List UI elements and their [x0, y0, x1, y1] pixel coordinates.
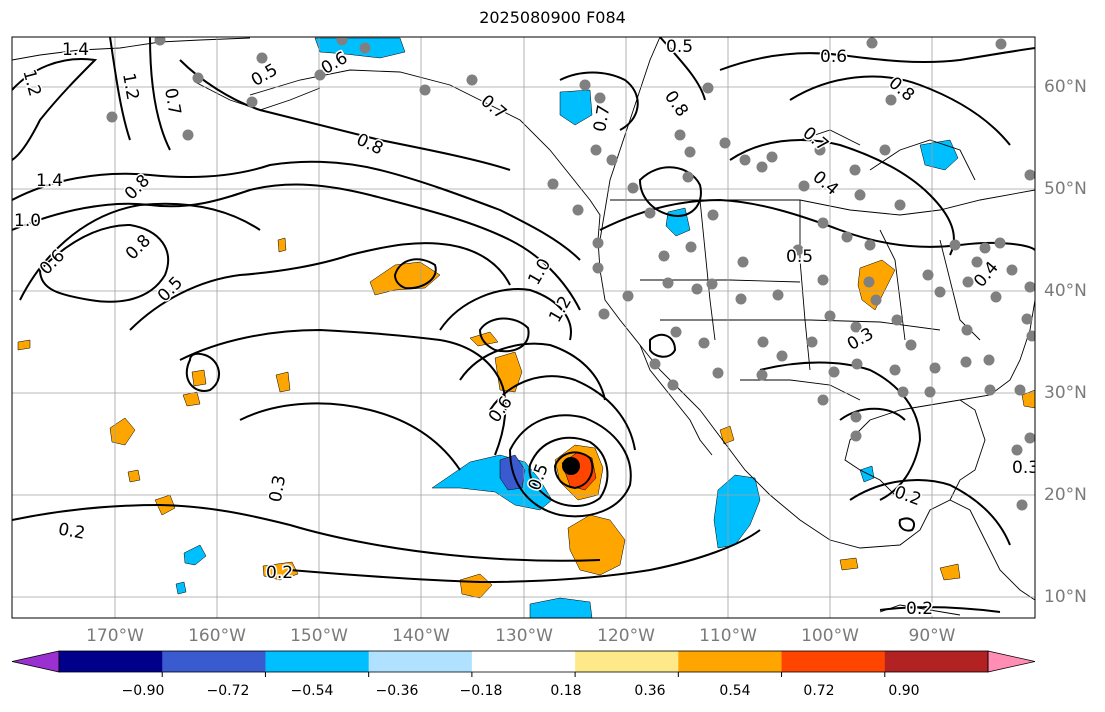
contour-label: 0.3 [1012, 458, 1039, 478]
lon-label: 110°W [699, 626, 757, 646]
colorbar-outline [58, 650, 989, 673]
contour-label: 0.2 [906, 599, 933, 619]
colorbar-tick-label: −0.36 [375, 683, 419, 699]
contour-label: 0.5 [666, 37, 693, 57]
contour-label: 0.7 [160, 86, 184, 116]
colorbar [11, 650, 1036, 677]
colorbar-tick-label: 0.54 [719, 683, 751, 699]
colorbar-segment [575, 651, 679, 672]
lon-label: 170°W [86, 626, 144, 646]
colorbar-tick-label: −0.54 [290, 683, 334, 699]
colorbar-segment [368, 651, 473, 672]
contour-label: 1.4 [62, 40, 89, 60]
contour-label: 0.2 [266, 563, 293, 583]
contour-label: 0.5 [786, 247, 813, 267]
contour-label: 0.3 [266, 474, 290, 504]
colorbar-segment [884, 651, 989, 672]
lat-label: 60°N [1044, 77, 1087, 97]
map-title: 2025080900 F084 [479, 8, 626, 27]
colorbar-tick-label: 0.90 [888, 683, 920, 699]
lat-label: 40°N [1044, 281, 1087, 301]
lon-label: 100°W [801, 626, 859, 646]
colorbar-tick-label: 0.72 [803, 683, 835, 699]
lat-label: 30°N [1044, 383, 1087, 403]
colorbar-segment [678, 651, 783, 672]
map-panel: 1.4 1.2 1.2 1.0 0.7 1.4 0.8 0.6 0.8 0.5 … [12, 37, 1039, 619]
colorbar-tick-label: −0.90 [121, 683, 165, 699]
colorbar-segment [265, 651, 370, 672]
lon-label: 150°W [290, 626, 348, 646]
colorbar-tick-label: 0.18 [550, 683, 582, 699]
colorbar-tick-label: 0.36 [634, 683, 666, 699]
colorbar-segment [162, 651, 266, 672]
colorbar-segment [781, 651, 886, 672]
lon-label: 120°W [597, 626, 655, 646]
colorbar-segment [471, 651, 576, 672]
station-markers [106, 37, 1035, 511]
graticule [12, 37, 1035, 618]
lon-label: 160°W [188, 626, 246, 646]
lat-label: 50°N [1044, 179, 1087, 199]
contour-label: 1.4 [36, 171, 63, 191]
colorbar-extend-low [11, 650, 60, 673]
map-frame [11, 36, 1036, 619]
contour-label: 0.6 [820, 47, 847, 67]
contour-label: 0.2 [57, 519, 87, 543]
colorbar-tick-label: −0.18 [459, 683, 503, 699]
colorbar-extend-high [987, 650, 1036, 673]
contour-label: 1.0 [14, 211, 41, 231]
lon-label: 90°W [908, 626, 956, 646]
colorbar-tick-label: −0.72 [206, 683, 250, 699]
lon-label: 130°W [495, 626, 553, 646]
anomaly-patches [17, 37, 1035, 618]
lat-label: 10°N [1044, 587, 1087, 607]
colorbar-segment [59, 651, 163, 672]
lat-label: 20°N [1044, 485, 1087, 505]
lon-label: 140°W [392, 626, 450, 646]
storm-center [562, 457, 580, 475]
